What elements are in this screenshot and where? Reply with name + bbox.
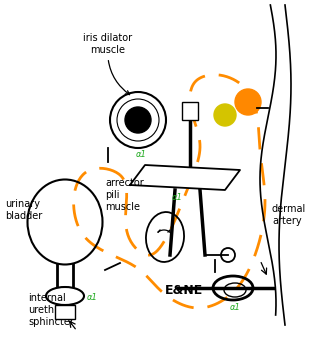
Text: internal
urethral
sphincter: internal urethral sphincter xyxy=(28,293,74,326)
Text: α1: α1 xyxy=(230,303,241,312)
FancyBboxPatch shape xyxy=(55,305,75,319)
Text: arrector
pili
muscle: arrector pili muscle xyxy=(105,178,144,212)
Text: iris dilator
muscle: iris dilator muscle xyxy=(83,34,133,95)
Text: dermal
artery: dermal artery xyxy=(272,204,306,226)
FancyBboxPatch shape xyxy=(182,102,198,120)
Text: α1: α1 xyxy=(135,150,146,159)
Polygon shape xyxy=(130,165,240,190)
Text: urinary
bladder: urinary bladder xyxy=(5,199,42,221)
Text: α1: α1 xyxy=(87,294,98,302)
Text: α1: α1 xyxy=(172,193,183,202)
Circle shape xyxy=(125,107,151,133)
Text: E&NE: E&NE xyxy=(165,283,203,297)
Circle shape xyxy=(214,104,236,126)
Circle shape xyxy=(235,89,261,115)
